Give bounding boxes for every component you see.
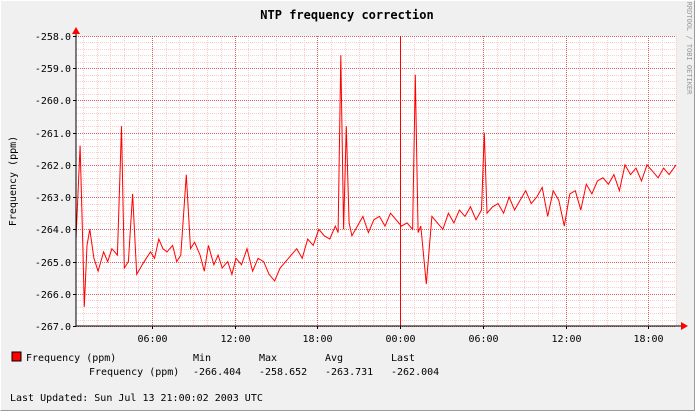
legend-swatch — [11, 351, 22, 362]
x-tick-label: 18:00 — [302, 334, 332, 345]
x-tick-label: 00:00 — [385, 334, 415, 345]
plot-area — [76, 36, 676, 326]
y-tick-label: -261.0 — [35, 129, 71, 140]
y-tick-label: -265.0 — [35, 258, 71, 269]
y-axis-ticks: -258.0 -259.0 -260.0 -261.0 -262.0 -263.0 -264… — [35, 32, 76, 333]
chart-title: NTP frequency correction — [260, 8, 433, 22]
series-frequency-line — [75, 55, 677, 307]
stat-header-last: Last — [391, 353, 415, 364]
stat-value-max: -258.652 — [259, 367, 307, 378]
legend-entry: Frequency (ppm) — [26, 353, 116, 364]
stat-value-min: -266.404 — [193, 367, 241, 378]
stat-header-min: Min — [193, 353, 211, 364]
x-tick-label: 18:00 — [633, 334, 663, 345]
y-tick-label: -260.0 — [35, 96, 71, 107]
stat-value-last: -262.004 — [391, 367, 439, 378]
y-tick-label: -263.0 — [35, 193, 71, 204]
x-tick-label: 06:00 — [137, 334, 167, 345]
stat-value-avg: -263.731 — [325, 367, 373, 378]
x-tick-label: 06:00 — [468, 334, 498, 345]
y-tick-label: -259.0 — [35, 64, 71, 75]
y-axis-label: Frequency (ppm) — [8, 136, 19, 226]
stat-header-max: Max — [259, 353, 277, 364]
x-tick-label: 12:00 — [220, 334, 250, 345]
x-tick-label: 12:00 — [551, 334, 581, 345]
y-tick-label: -266.0 — [35, 290, 71, 301]
y-tick-label: -262.0 — [35, 161, 71, 172]
y-tick-label: -264.0 — [35, 225, 71, 236]
stat-row-label: Frequency (ppm) — [89, 367, 179, 378]
stat-header-avg: Avg — [325, 353, 343, 364]
y-axis-arrow — [72, 27, 80, 34]
x-axis-arrow — [681, 322, 688, 330]
axes — [72, 27, 688, 330]
last-updated: Last Updated: Sun Jul 13 21:00:02 2003 U… — [10, 393, 263, 404]
rrdtool-watermark: RRDTOOL / TOBI OETIKER — [685, 2, 693, 96]
y-tick-label: -267.0 — [35, 322, 71, 333]
y-tick-label: -258.0 — [35, 32, 71, 43]
x-axis-ticks: 06:00 12:00 18:00 00:00 06:00 12:00 18:00 — [137, 326, 664, 345]
